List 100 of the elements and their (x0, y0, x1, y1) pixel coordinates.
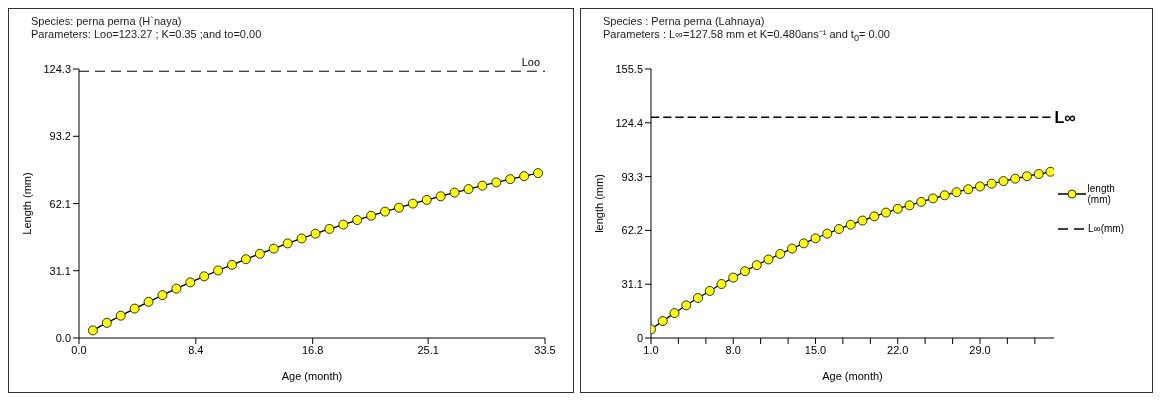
point (810, 233, 821, 244)
y-tick-label: 155.5 (615, 62, 643, 75)
point (282, 238, 293, 249)
annotation: L∞ (1054, 109, 1076, 127)
point (380, 206, 390, 217)
x-tick-label: 8.4 (188, 343, 204, 356)
y-axis-title: Length (mm) (20, 172, 33, 235)
point (916, 196, 927, 207)
point (199, 271, 210, 282)
point (763, 254, 774, 265)
x-axis-title: Age (month) (281, 370, 343, 382)
point (986, 178, 997, 189)
point (533, 168, 543, 178)
point (491, 177, 502, 188)
point (881, 207, 891, 218)
y-tick-label: 0 (636, 331, 643, 344)
y-tick-label: 62.2 (621, 224, 643, 237)
point (892, 203, 903, 214)
point (435, 191, 446, 202)
point (268, 243, 279, 254)
y-tick-label: 31.1 (49, 264, 71, 277)
x-tick-label: 1.0 (643, 343, 659, 356)
x-tick-label: 29.0 (969, 343, 991, 356)
point (157, 290, 168, 301)
point (394, 202, 404, 213)
point (88, 325, 98, 336)
y-tick-label: 124.3 (43, 62, 71, 75)
x-tick-label: 15.0 (804, 343, 827, 356)
point (1045, 166, 1054, 177)
point (171, 283, 182, 294)
point (751, 260, 762, 271)
x-tick-label: 8.0 (725, 343, 741, 356)
point (928, 193, 938, 204)
point (904, 200, 915, 211)
point (681, 300, 692, 311)
point (296, 233, 307, 244)
point (241, 254, 251, 265)
point (477, 180, 488, 191)
point (669, 308, 680, 318)
point (449, 187, 460, 198)
point (324, 224, 335, 234)
point (693, 293, 703, 303)
ref-line-label: Loo (521, 56, 540, 69)
point (338, 219, 349, 230)
point (963, 184, 974, 195)
point (975, 181, 985, 192)
point (352, 215, 363, 225)
point (822, 228, 833, 239)
point (1010, 173, 1021, 184)
x-tick-label: 33.5 (534, 343, 556, 356)
legend-label: length (mm) (1087, 183, 1116, 205)
point (143, 296, 154, 307)
point (798, 238, 809, 249)
point (857, 215, 868, 226)
point (740, 266, 750, 277)
y-tick-label: 0.0 (55, 331, 71, 344)
point (421, 195, 432, 205)
point (1022, 171, 1032, 182)
point (834, 224, 844, 234)
point (227, 259, 237, 270)
point (505, 174, 516, 185)
point (787, 243, 797, 254)
point (407, 198, 418, 209)
point (213, 265, 223, 276)
x-tick-label: 22.0 (887, 343, 909, 356)
y-tick-label: 93.2 (49, 130, 71, 143)
point (519, 171, 530, 182)
point (869, 211, 880, 222)
chart-subtitle: Parameters: Loo=123.27 ; K=0.35 ;and to=0.00 (31, 28, 262, 41)
y-tick-label: 62.1 (49, 197, 71, 210)
point (185, 277, 196, 288)
point (254, 248, 265, 259)
chart-title: Species: perna perna (H`naya) (31, 15, 183, 28)
y-tick-label: 124.4 (615, 116, 643, 129)
point (101, 317, 112, 328)
point (716, 279, 727, 289)
x-tick-label: 16.8 (301, 343, 324, 356)
point (939, 190, 950, 201)
point (728, 272, 739, 283)
point (463, 184, 474, 195)
chart-title: Species : Perna perna (Lahnaya) (603, 15, 766, 28)
y-tick-label: 93.3 (621, 170, 643, 183)
point (1033, 169, 1044, 179)
y-tick-label: 31.1 (621, 278, 643, 291)
point (775, 249, 786, 259)
point (366, 210, 377, 221)
legend-label: L∞(mm) (1088, 223, 1125, 234)
point (310, 228, 321, 239)
point (129, 303, 140, 314)
x-tick-label: 0.0 (71, 343, 87, 356)
x-tick-label: 25.1 (417, 343, 439, 356)
point (845, 219, 856, 230)
point (951, 187, 962, 198)
y-axis-title: length (mm) (592, 174, 605, 233)
point (657, 316, 668, 326)
point (115, 310, 126, 321)
point (998, 176, 1009, 186)
chart-subtitle: Parameters : L∞=127.58 mm et K=0.480ans⁻¹ and t$_{0}$= 0.00 (603, 28, 890, 46)
x-axis-title: Age (month) (822, 370, 883, 382)
point (704, 286, 715, 296)
